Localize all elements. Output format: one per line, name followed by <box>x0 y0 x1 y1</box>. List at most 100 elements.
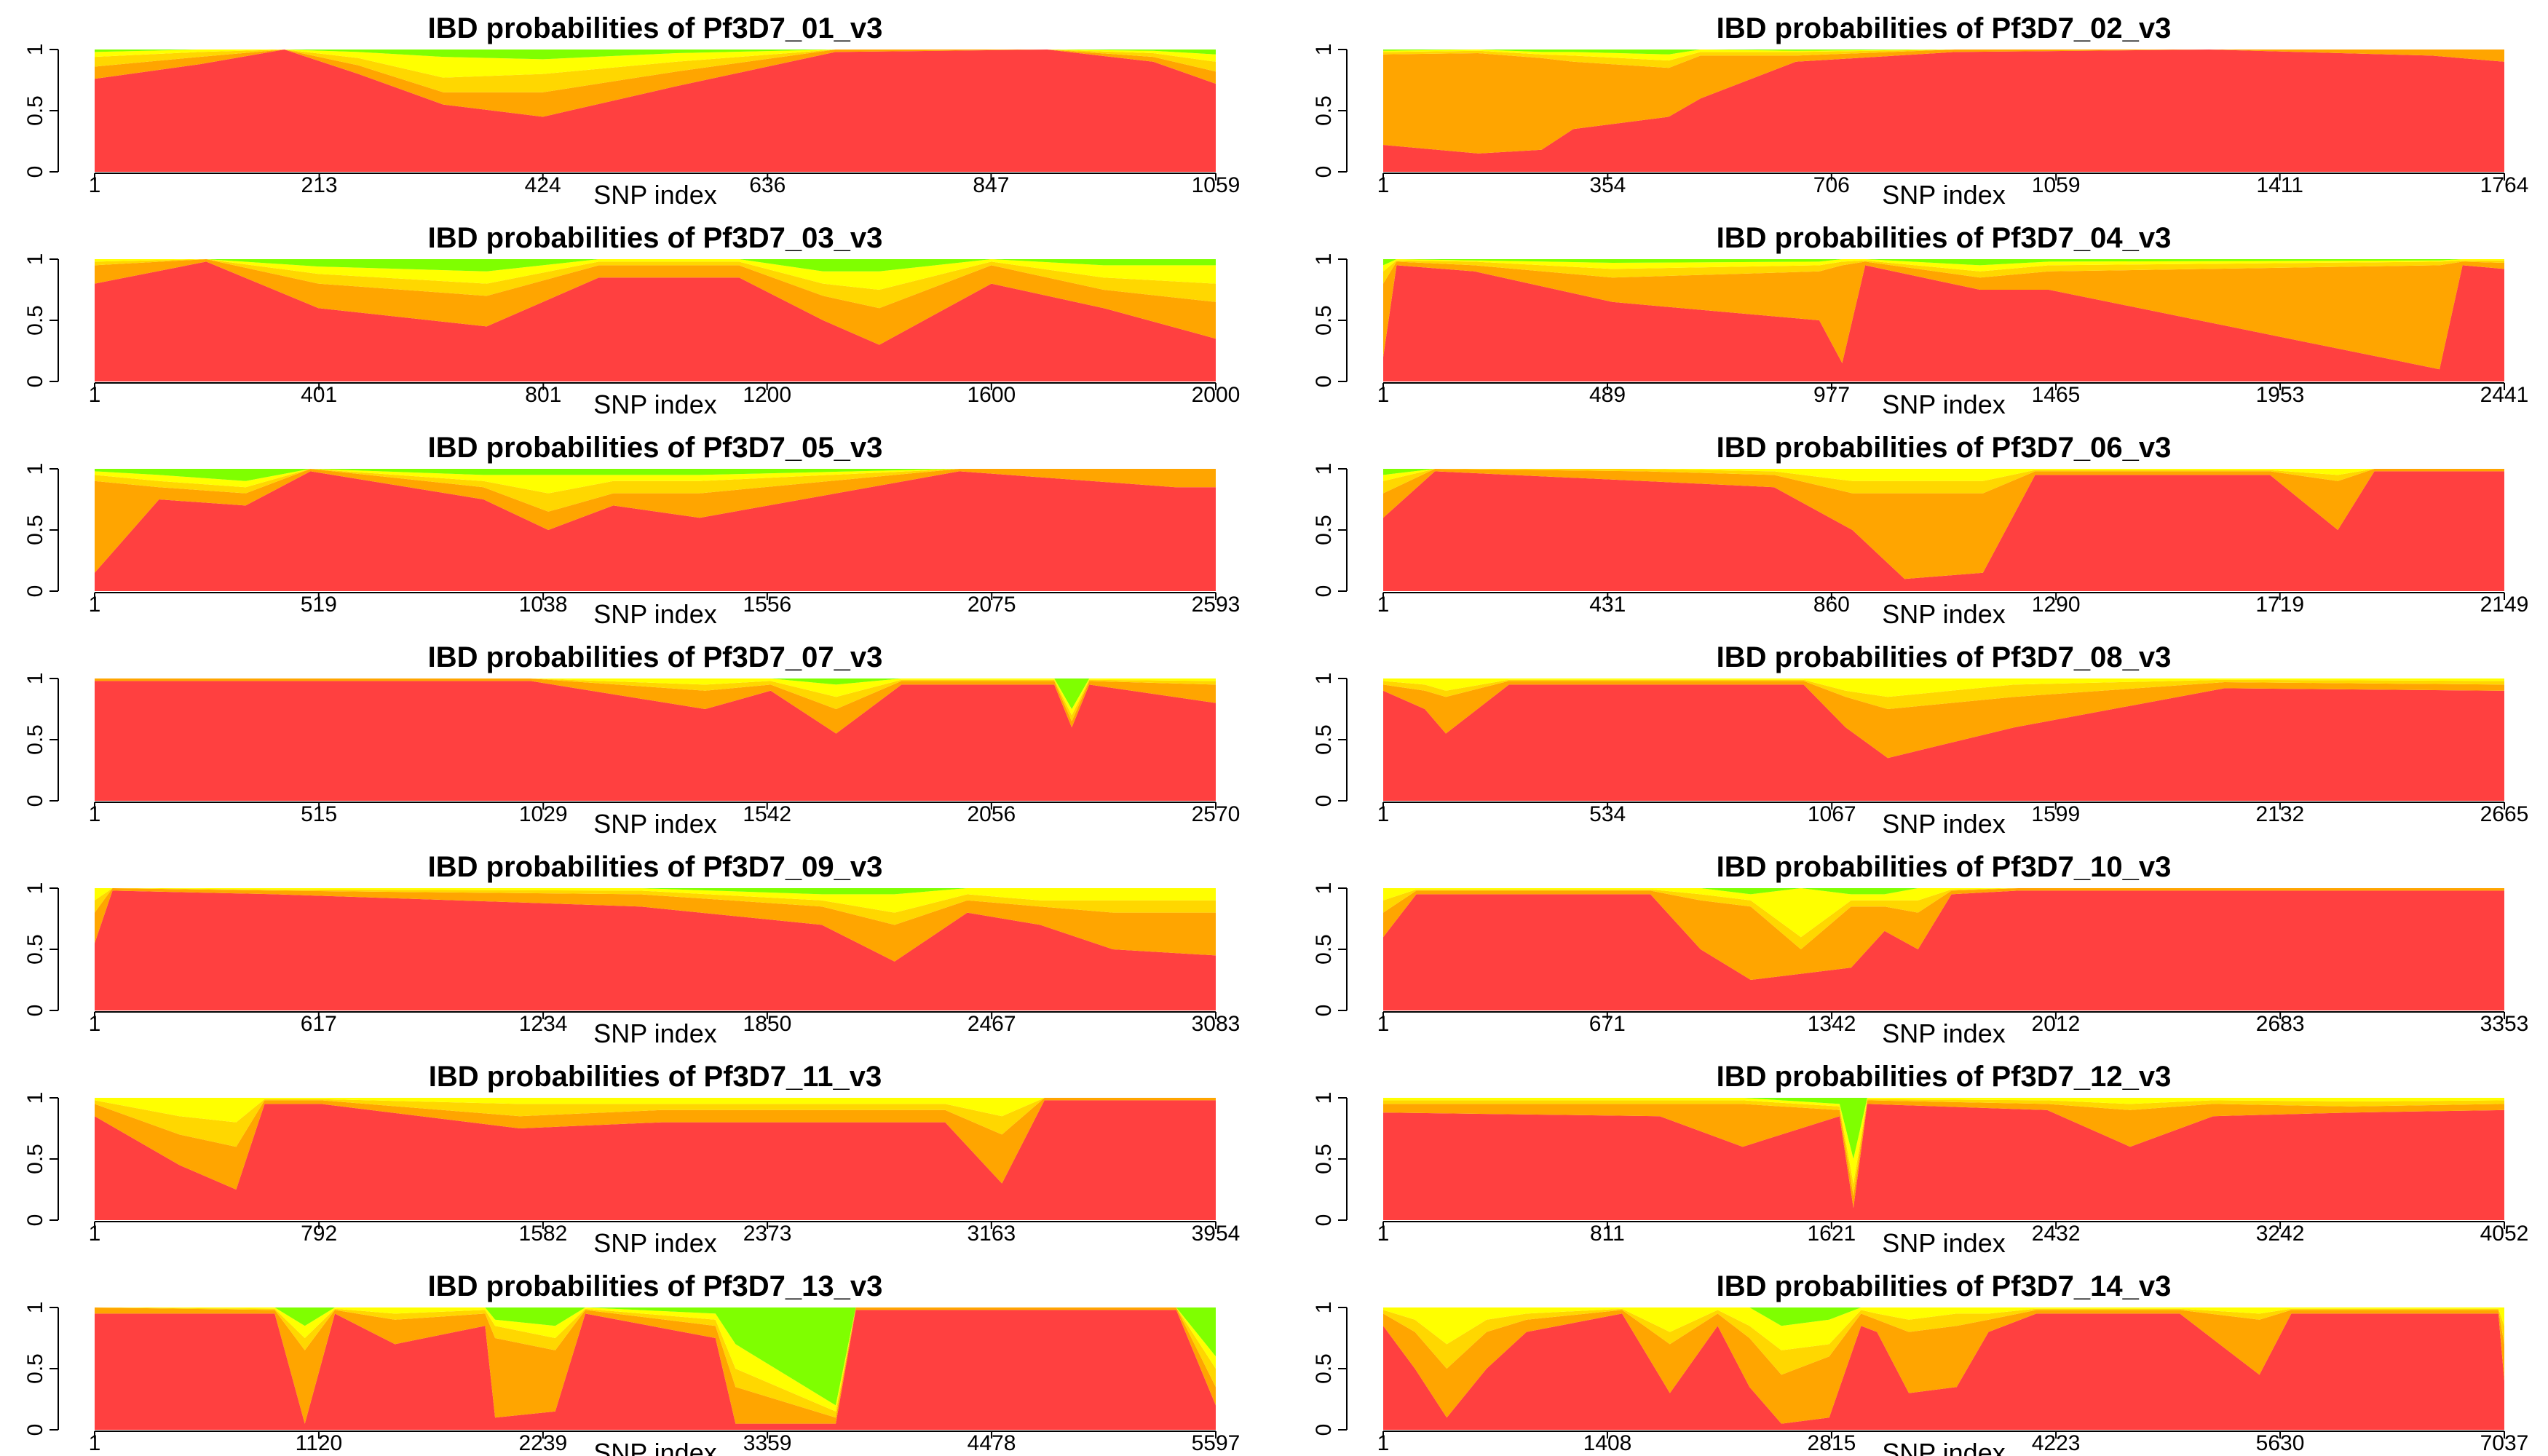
x-tick-label: 1 <box>1377 383 1390 407</box>
area-series-ibd2 <box>1383 50 2504 68</box>
y-tick-label: 0 <box>23 1424 47 1436</box>
x-tick-label: 3954 <box>1192 1222 1241 1246</box>
y-tick-label: 0.5 <box>1312 724 1336 755</box>
panel-title: IBD probabilities of Pf3D7_14_v3 <box>1717 1270 2172 1302</box>
area-series-ibd0 <box>95 1100 1216 1220</box>
x-axis-title: SNP index <box>1882 180 2005 210</box>
y-tick-label: 1 <box>1312 1302 1336 1314</box>
x-axis-title: SNP index <box>593 1228 716 1258</box>
x-axis-title: SNP index <box>593 809 716 839</box>
x-tick-label: 671 <box>1589 1012 1626 1036</box>
x-tick-label: 2056 <box>968 802 1016 826</box>
y-tick-label: 1 <box>23 1302 47 1314</box>
y-tick-label: 0 <box>23 166 47 178</box>
area-series-ibd3 <box>95 888 1216 913</box>
y-tick-label: 0.5 <box>1312 95 1336 126</box>
panel-title: IBD probabilities of Pf3D7_02_v3 <box>1717 12 2172 44</box>
y-tick-label: 1 <box>1312 673 1336 685</box>
x-axis-title: SNP index <box>593 180 716 210</box>
x-tick-label: 1 <box>1377 1431 1390 1455</box>
chromosome-panel-4: IBD probabilities of Pf3D7_04_v3 0 0.5 1 1 48… <box>1312 222 2528 419</box>
y-tick-label: 1 <box>23 1092 47 1104</box>
area-series-ibd4 <box>95 469 1216 481</box>
area-series-ibd2 <box>95 259 1216 309</box>
x-tick-label: 7037 <box>2480 1431 2529 1455</box>
chromosome-panel-14: IBD probabilities of Pf3D7_14_v3 0 0.5 1 1 14… <box>1312 1270 2528 1456</box>
x-tick-label: 534 <box>1589 802 1626 826</box>
x-tick-label: 2593 <box>1192 593 1241 617</box>
area-series-ibd2 <box>95 678 1216 721</box>
y-tick-label: 0.5 <box>1312 1144 1336 1174</box>
x-axis-title: SNP index <box>1882 1438 2005 1456</box>
panel-title: IBD probabilities of Pf3D7_09_v3 <box>428 851 883 883</box>
y-tick-label: 0 <box>23 1214 47 1227</box>
x-tick-label: 847 <box>973 173 1009 197</box>
x-tick-label: 1953 <box>2256 383 2305 407</box>
area-series-ibd3 <box>1383 1307 2504 1350</box>
chromosome-panel-1: IBD probabilities of Pf3D7_01_v3 0 0.5 1 1 21… <box>23 12 1240 210</box>
area-series-ibd1 <box>95 50 1216 117</box>
area-series-ibd0 <box>95 890 1216 1010</box>
y-tick-label: 0.5 <box>23 305 47 336</box>
x-axis-title: SNP index <box>1882 389 2005 419</box>
x-tick-label: 2000 <box>1192 383 1241 407</box>
chromosome-panel-13: IBD probabilities of Pf3D7_13_v3 0 0.5 1 1 11… <box>23 1270 1240 1456</box>
x-tick-label: 617 <box>301 1012 337 1036</box>
panel-title: IBD probabilities of Pf3D7_04_v3 <box>1717 222 2172 254</box>
y-tick-label: 0 <box>23 585 47 598</box>
x-tick-label: 354 <box>1589 173 1626 197</box>
y-tick-label: 1 <box>1312 44 1336 56</box>
area-series-ibd4 <box>95 259 1216 272</box>
x-tick-label: 3242 <box>2256 1222 2305 1246</box>
x-axis-title: SNP index <box>1882 599 2005 629</box>
area-series-ibd4 <box>1383 50 2504 55</box>
y-tick-label: 0 <box>23 795 47 807</box>
y-tick-label: 0.5 <box>1312 515 1336 545</box>
x-tick-label: 2149 <box>2480 593 2529 617</box>
chromosome-panel-9: IBD probabilities of Pf3D7_09_v3 0 0.5 1 1 61… <box>23 851 1240 1048</box>
y-tick-label: 1 <box>1312 1092 1336 1104</box>
x-tick-label: 1411 <box>2256 173 2303 197</box>
y-tick-label: 0 <box>23 1005 47 1017</box>
x-tick-label: 2815 <box>1808 1431 1856 1455</box>
y-tick-label: 1 <box>1312 882 1336 895</box>
area-series-ibd0 <box>95 681 1216 801</box>
x-tick-label: 515 <box>301 802 337 826</box>
area-series-ibd0 <box>95 1310 1216 1430</box>
x-tick-label: 1764 <box>2480 173 2529 197</box>
area-series-ibd4 <box>95 50 1216 60</box>
y-tick-label: 0 <box>1312 795 1336 807</box>
x-tick-label: 1 <box>89 802 101 826</box>
x-tick-label: 706 <box>1813 173 1850 197</box>
x-tick-label: 1 <box>89 1222 101 1246</box>
x-axis-title: SNP index <box>593 599 716 629</box>
x-tick-label: 3353 <box>2480 1012 2529 1036</box>
chromosome-panel-12: IBD probabilities of Pf3D7_12_v3 0 0.5 1 1 81… <box>1312 1061 2528 1258</box>
area-series-ibd0 <box>1383 684 2504 801</box>
x-tick-label: 431 <box>1589 593 1626 617</box>
y-tick-label: 1 <box>23 253 47 266</box>
x-tick-label: 2570 <box>1192 802 1241 826</box>
chromosome-panel-8: IBD probabilities of Pf3D7_08_v3 0 0.5 1 1 53… <box>1312 641 2528 839</box>
y-tick-label: 0 <box>1312 1005 1336 1017</box>
area-series-ibd3 <box>1383 469 2504 481</box>
y-tick-label: 0.5 <box>23 95 47 126</box>
y-tick-label: 0 <box>1312 1424 1336 1436</box>
y-tick-label: 1 <box>1312 463 1336 475</box>
area-series-ibd0 <box>1383 471 2504 591</box>
x-axis-title: SNP index <box>593 389 716 419</box>
x-tick-label: 1 <box>1377 802 1390 826</box>
area-series-ibd3 <box>1383 259 2504 272</box>
x-tick-label: 1719 <box>2255 593 2304 617</box>
area-series-ibd2 <box>95 50 1216 92</box>
x-axis-title: SNP index <box>1882 1018 2005 1048</box>
x-tick-label: 2441 <box>2480 383 2529 407</box>
area-series-ibd0 <box>1383 1313 2504 1430</box>
x-tick-label: 1 <box>1377 173 1390 197</box>
panel-title: IBD probabilities of Pf3D7_05_v3 <box>428 432 883 464</box>
area-series-ibd0 <box>1383 890 2504 1010</box>
x-tick-label: 801 <box>525 383 561 407</box>
chromosome-panel-2: IBD probabilities of Pf3D7_02_v3 0 0.5 1 1 35… <box>1312 12 2528 210</box>
panel-title: IBD probabilities of Pf3D7_13_v3 <box>428 1270 883 1302</box>
